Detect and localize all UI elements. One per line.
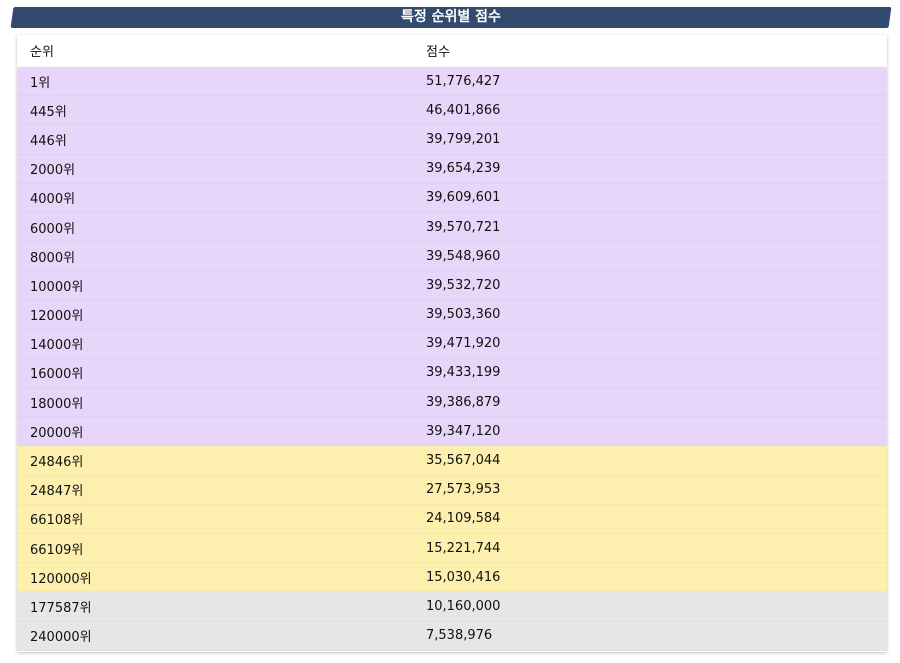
table-row: 4000위 39,609,601 xyxy=(17,183,887,213)
rank-cell: 18000위 xyxy=(30,396,84,412)
table-row: 120000위 15,030,416 xyxy=(17,563,887,593)
score-cell: 46,401,866 xyxy=(426,102,501,118)
rank-cell: 445위 xyxy=(30,104,67,120)
score-cell: 51,776,427 xyxy=(426,73,501,89)
score-cell: 39,532,720 xyxy=(426,277,501,293)
table-row: 10000위 39,532,720 xyxy=(17,271,887,301)
rank-cell: 8000위 xyxy=(30,250,76,266)
rank-cell: 240000위 xyxy=(30,630,92,646)
rank-cell: 20000위 xyxy=(30,425,84,441)
table-row: 20000위 39,347,120 xyxy=(17,417,887,447)
score-cell: 39,347,120 xyxy=(426,423,501,439)
score-cell: 15,221,744 xyxy=(426,540,501,556)
rank-cell: 24847위 xyxy=(30,484,84,500)
score-cell: 39,548,960 xyxy=(426,248,501,264)
score-cell: 39,570,721 xyxy=(426,219,501,235)
page-title: 특정 순위별 점수 xyxy=(401,9,501,25)
rank-cell: 16000위 xyxy=(30,367,84,383)
score-cell: 35,567,044 xyxy=(426,453,501,469)
table-row: 177587위 10,160,000 xyxy=(17,592,887,622)
table-row: 66108위 24,109,584 xyxy=(17,504,887,534)
score-cell: 15,030,416 xyxy=(426,569,501,585)
header-score: 점수 xyxy=(426,45,450,60)
rank-cell: 2000위 xyxy=(30,163,76,179)
table-row: 240000위 7,538,976 xyxy=(17,621,887,651)
rank-cell: 66109위 xyxy=(30,542,84,558)
score-cell: 39,471,920 xyxy=(426,336,501,352)
rank-cell: 24846위 xyxy=(30,455,84,471)
table-row: 6000위 39,570,721 xyxy=(17,212,887,243)
table-body: 1위 51,776,427 445위 46,401,866 446위 39,799,201… xyxy=(17,67,887,651)
header-rank: 순위 xyxy=(30,45,54,60)
score-cell: 10,160,000 xyxy=(426,598,501,614)
rank-cell: 446위 xyxy=(30,133,67,149)
score-cell: 39,433,199 xyxy=(426,365,501,381)
score-cell: 24,109,584 xyxy=(426,511,501,527)
table-row: 24847위 27,573,953 xyxy=(17,475,887,505)
rank-cell: 14000위 xyxy=(30,338,84,354)
rank-cell: 10000위 xyxy=(30,279,84,295)
score-cell: 39,799,201 xyxy=(426,131,501,147)
rank-cell: 1위 xyxy=(30,75,51,91)
score-cell: 39,654,239 xyxy=(426,161,501,177)
table-row: 446위 39,799,201 xyxy=(17,125,887,155)
table-row: 12000위 39,503,360 xyxy=(17,300,887,330)
rank-cell: 12000위 xyxy=(30,309,84,325)
rank-score-table: 순위 점수 1위 51,776,427 445위 46,401,866 446위 39,7… xyxy=(17,35,887,652)
score-cell: 39,503,360 xyxy=(426,307,501,323)
rank-cell: 66108위 xyxy=(30,513,84,529)
table-row: 445위 46,401,866 xyxy=(17,96,887,126)
table-row: 66109위 15,221,744 xyxy=(17,534,887,564)
table-row: 8000위 39,548,960 xyxy=(17,242,887,272)
table-row: 14000위 39,471,920 xyxy=(17,329,887,359)
score-cell: 7,538,976 xyxy=(426,628,493,644)
table-row: 18000위 39,386,879 xyxy=(17,388,887,418)
page-title-bar: 특정 순위별 점수 xyxy=(10,7,892,28)
table-row: 24846위 35,567,044 xyxy=(17,446,887,476)
rank-cell: 6000위 xyxy=(30,221,76,237)
score-cell: 27,573,953 xyxy=(426,482,501,498)
score-cell: 39,609,601 xyxy=(426,190,501,206)
rank-cell: 4000위 xyxy=(30,192,76,208)
rank-cell: 177587위 xyxy=(30,600,92,616)
score-cell: 39,386,879 xyxy=(426,394,501,410)
table-row: 2000위 39,654,239 xyxy=(17,154,887,184)
table-row: 1위 51,776,427 xyxy=(17,67,887,97)
table-row: 16000위 39,433,199 xyxy=(17,358,887,389)
rank-cell: 120000위 xyxy=(30,571,92,587)
table-header-row: 순위 점수 xyxy=(17,35,887,67)
